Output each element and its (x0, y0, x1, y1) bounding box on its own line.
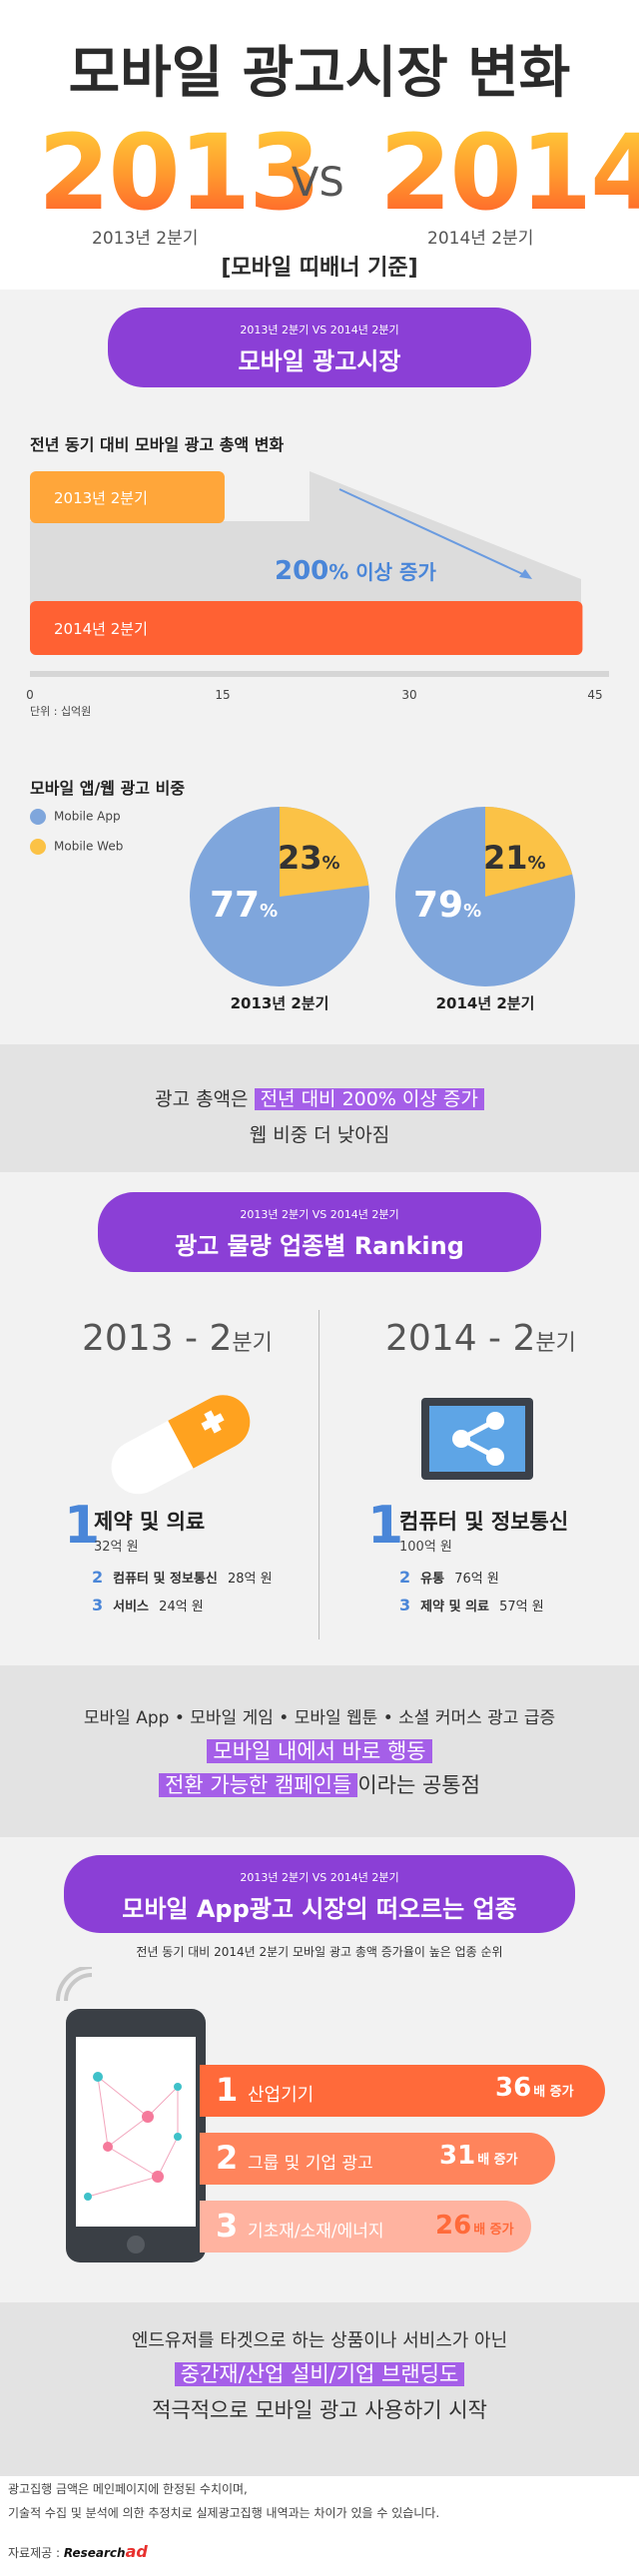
right-rank2: 2 유통 76억 원 (399, 1568, 499, 1587)
summary3-line1: 엔드유저를 타겟으로 하는 상품이나 서비스가 아닌 (131, 2330, 508, 2351)
summary3-band (0, 2302, 639, 2476)
left-rank3: 3 서비스 24억 원 (92, 1596, 204, 1614)
left-rank1-value: 32억 원 (94, 1540, 139, 1555)
growth-text: 200% 이상 증가 (275, 556, 436, 586)
footer-note-2: 기술적 수집 및 분석에 의한 추정치로 실제광고집행 내역과는 차이가 있을 … (8, 2506, 440, 2520)
section3-pill: 2013년 2분기 VS 2014년 2분기 모바일 App광고 시장의 떠오르… (64, 1855, 575, 1933)
tick-45: 45 (587, 688, 602, 702)
year-right: 2014 (379, 118, 639, 228)
rising-item-2-name: 그룹 및 기업 광고 (248, 2154, 373, 2174)
legend-web: Mobile Web (30, 839, 123, 855)
rising-item-3-name: 기초재/소재/에너지 (248, 2222, 384, 2242)
summary1-line1: 광고 총액은 전년 대비 200% 이상 증가 (0, 1084, 639, 1111)
year-left: 2013 (38, 112, 320, 234)
section3-caption: 전년 동기 대비 2014년 2분기 모바일 광고 총액 증가율이 높은 업종 … (136, 1945, 503, 1959)
pie-2014: 79% 21% (395, 807, 575, 986)
summary1-line2: 웹 비중 더 낮아짐 (249, 1124, 390, 1146)
summary2-line1: 모바일 App • 모바일 게임 • 모바일 웹툰 • 소셜 커머스 광고 급증 (83, 1708, 556, 1728)
bar-chart-title: 전년 동기 대비 모바일 광고 총액 변화 (30, 435, 285, 454)
rising-item-2-value: 31 배 증가 (439, 2141, 518, 2171)
rising-item-1 (200, 2065, 605, 2117)
summary3-line3: 적극적으로 모바일 광고 사용하기 시작 (152, 2398, 487, 2422)
legend-web-label: Mobile Web (54, 839, 124, 854)
pill-main: 모바일 App광고 시장의 떠오르는 업종 (122, 1895, 517, 1923)
section2-pill: 2013년 2분기 VS 2014년 2분기 광고 물량 업종별 Ranking (98, 1192, 541, 1272)
right-rank1-num: 1 (367, 1496, 404, 1556)
growth-big: 200 (275, 556, 328, 586)
legend-app-swatch (30, 809, 46, 825)
right-rank3: 3 제약 및 의료 57억 원 (399, 1596, 544, 1614)
legend-app: Mobile App (30, 809, 121, 825)
bar-2014-label: 2014년 2분기 (54, 620, 148, 638)
pie-2014-web-slice (485, 807, 573, 897)
summary2-line2: 모바일 내에서 바로 행동 (0, 1735, 639, 1765)
growth-wedge (30, 471, 581, 607)
pie-2013-web-pct: 23% (278, 839, 340, 877)
footer-source: 자료제공 : Researchad (8, 2542, 148, 2561)
vs-label: VS (292, 160, 344, 206)
legend-web-swatch (30, 839, 46, 855)
growth-arrow (338, 488, 530, 578)
year-right-sub: 2014년 2분기 (427, 229, 534, 249)
pill-sub: 2013년 2분기 VS 2014년 2분기 (240, 1871, 399, 1884)
pie-2013-web-slice (280, 807, 369, 897)
year-left-sub: 2013년 2분기 (92, 229, 199, 249)
right-rank1-name: 컴퓨터 및 정보통신 (399, 1510, 569, 1534)
legend-app-label: Mobile App (54, 809, 121, 824)
summary2-line3: 전환 가능한 캠페인들 이라는 공통점 (0, 1769, 639, 1799)
page-title: 모바일 광고시장 변화 (68, 41, 571, 106)
summary1-highlight: 전년 대비 200% 이상 증가 (254, 1088, 484, 1110)
growth-rest: % 이상 증가 (328, 560, 436, 584)
unit-label: 단위 : 십억원 (30, 705, 91, 718)
right-period: 2014 - 2분기 (385, 1318, 576, 1359)
rising-item-1-value: 36 배 증가 (495, 2073, 574, 2103)
pill-main: 모바일 광고시장 (238, 347, 401, 375)
share-monitor-icon (421, 1398, 533, 1480)
tick-0: 0 (26, 688, 34, 702)
footer-note-1: 광고집행 금액은 메인페이지에 한정된 수치이며, (8, 2482, 248, 2496)
rising-item-3 (200, 2201, 531, 2253)
pie-2014-app-pct: 79% (413, 885, 481, 926)
pill-main: 광고 물량 업종별 Ranking (175, 1232, 464, 1260)
pie-section-title: 모바일 앱/웹 광고 비중 (30, 779, 186, 798)
rising-item-3-value: 26 배 증가 (435, 2211, 514, 2241)
bar-2013 (30, 471, 225, 523)
rising-item-2-num: 2 (216, 2139, 239, 2177)
tick-15: 15 (215, 688, 230, 702)
rising-item-1-name: 산업기기 (248, 2085, 315, 2106)
researchad-logo: Researchad (63, 2542, 148, 2561)
bar-2014 (30, 601, 583, 655)
axis-bar (30, 671, 609, 677)
pie-2013: 77% 23% (190, 807, 369, 986)
pie-2014-label: 2014년 2분기 (435, 994, 535, 1012)
basis-label: [모바일 띠배너 기준] (221, 256, 418, 281)
bar-chart: 2013년 2분기 2014년 2분기 200% 이상 증가 0 15 30 4… (26, 471, 609, 718)
pill-capsule-icon (111, 1395, 251, 1495)
ranking-divider (319, 1310, 320, 1639)
pie-2013-app-pct: 77% (210, 885, 278, 926)
pill-sub: 2013년 2분기 VS 2014년 2분기 (240, 323, 399, 336)
pie-2013-label: 2013년 2분기 (230, 994, 329, 1012)
bar-2013-label: 2013년 2분기 (54, 489, 148, 507)
rising-item-1-num: 1 (216, 2071, 239, 2109)
section1-pill: 2013년 2분기 VS 2014년 2분기 모바일 광고시장 (108, 308, 531, 387)
phone-icon (56, 1967, 206, 2262)
rising-item-3-num: 3 (216, 2207, 239, 2245)
rising-item-2 (200, 2133, 555, 2185)
left-rank2: 2 컴퓨터 및 정보통신 28억 원 (92, 1568, 273, 1587)
right-rank1-value: 100억 원 (399, 1540, 452, 1555)
pie-2014-web-pct: 21% (483, 839, 546, 877)
left-rank1-num: 1 (64, 1496, 101, 1556)
tick-30: 30 (401, 688, 416, 702)
left-rank1-name: 제약 및 의료 (94, 1510, 206, 1534)
summary3-line2: 중간재/산업 설비/기업 브랜딩도 (0, 2358, 639, 2388)
growth-arrow-head (519, 569, 532, 579)
pill-sub: 2013년 2분기 VS 2014년 2분기 (240, 1208, 399, 1221)
left-period: 2013 - 2분기 (82, 1318, 273, 1359)
